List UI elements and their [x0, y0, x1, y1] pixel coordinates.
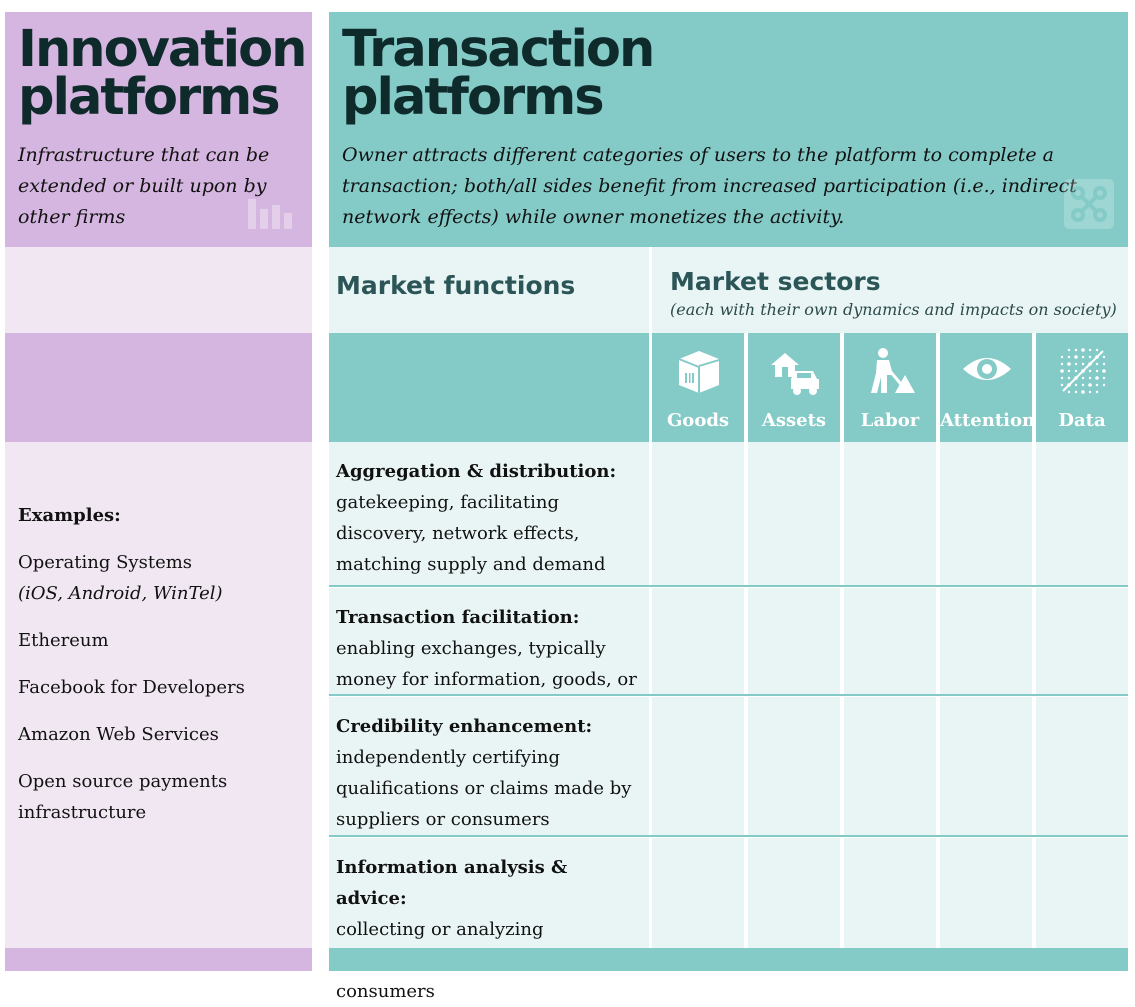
grid-cell [844, 588, 936, 694]
example-item: Ethereum [18, 625, 312, 656]
network-nodes-icon [1064, 179, 1114, 229]
grid-cell [1036, 697, 1128, 835]
grid-cell [844, 442, 936, 585]
example-detail: (iOS, Android, WinTel) [18, 583, 223, 604]
example-item: Operating Systems (iOS, Android, WinTel) [18, 547, 312, 609]
grid-cell [748, 697, 840, 835]
grid-cell [940, 697, 1032, 835]
market-functions-heading: Market functions [336, 271, 576, 300]
grid-cell [940, 838, 1032, 948]
examples-heading: Examples: [18, 505, 121, 526]
sector-labor: Labor [844, 333, 936, 442]
market-sectors-header: Market sectors (each with their own dyna… [652, 247, 1128, 333]
market-function-row: Transaction facilitation: enabling exchan… [329, 588, 649, 721]
eye-icon [963, 358, 1011, 380]
sector-label: Labor [860, 410, 920, 431]
innovation-header: Innovation platforms Infrastructure that… [5, 12, 312, 247]
example-name: Facebook for Developers [18, 677, 245, 698]
sector-data: Data [1036, 333, 1128, 442]
grid-cell [940, 588, 1032, 694]
row-divider [329, 585, 1128, 587]
row-divider [329, 694, 1128, 696]
market-function-title: Information analysis & advice: [336, 857, 568, 909]
grid-cell [748, 588, 840, 694]
transaction-header: Transaction platforms Owner attracts dif… [329, 12, 1128, 247]
innovation-description: Infrastructure that can be extended or b… [18, 144, 270, 228]
transaction-title: Transaction platforms [342, 24, 655, 123]
market-function-description: gatekeeping, facilitating discovery, net… [336, 492, 606, 575]
market-function-row: Information analysis & advice: collecting… [329, 838, 649, 1002]
innovation-title: Innovation platforms [18, 24, 307, 123]
transaction-title-line2: platforms [342, 68, 605, 127]
market-sectors-subheading: (each with their own dynamics and impact… [670, 300, 1117, 319]
sector-label: Assets [761, 410, 827, 431]
examples-list: Operating Systems (iOS, Android, WinTel) E… [18, 547, 312, 828]
grid-cell [940, 442, 1032, 585]
market-function-title: Aggregation & distribution: [336, 461, 617, 482]
example-name: Open source payments infrastructure [18, 771, 228, 823]
sector-attention: Attention [940, 333, 1036, 442]
innovation-title-line2: platforms [18, 68, 281, 127]
grid-cell [844, 838, 936, 948]
sector-label: Data [1058, 410, 1106, 431]
grid-cell [652, 838, 744, 948]
transaction-description: Owner attracts different categories of u… [342, 144, 1077, 228]
examples-panel: Examples: Operating Systems (iOS, Android… [5, 442, 312, 948]
example-item: Amazon Web Services [18, 719, 312, 750]
sector-label: Goods [666, 410, 730, 431]
sector-goods: Goods [652, 333, 744, 442]
transaction-footer [329, 948, 1128, 971]
market-functions-header: Market functions [329, 247, 649, 333]
grid-cell [844, 697, 936, 835]
market-function-description: independently certifying qualifications … [336, 747, 632, 830]
grid-cell [1036, 588, 1128, 694]
worker-shovel-icon [871, 348, 915, 393]
innovation-band [5, 333, 312, 442]
sector-assets: Assets [748, 333, 840, 442]
box-icon [678, 351, 719, 393]
transaction-title-line1: Transaction [342, 20, 655, 79]
market-function-title: Credibility enhancement: [336, 716, 593, 737]
innovation-title-line1: Innovation [18, 20, 307, 79]
market-sectors-heading: Market sectors [670, 267, 881, 296]
grid-cell [1036, 442, 1128, 585]
grid-cell [748, 442, 840, 585]
market-function-row: Aggregation & distribution: gatekeeping, … [329, 442, 649, 585]
grid-cell [1036, 838, 1128, 948]
example-item: Open source payments infrastructure [18, 766, 312, 828]
market-function-row: Credibility enhancement: independently ce… [329, 697, 649, 835]
functions-column-band [329, 333, 649, 442]
example-name: Amazon Web Services [18, 724, 219, 745]
grid-cell [748, 838, 840, 948]
market-function-title: Transaction facilitation: [336, 607, 580, 628]
bar-chart-icon [248, 199, 292, 229]
example-name: Ethereum [18, 630, 109, 651]
example-item: Facebook for Developers [18, 672, 312, 703]
grid-cell [652, 697, 744, 835]
example-name: Operating Systems [18, 552, 193, 573]
sector-label: Attention [940, 410, 1036, 431]
grid-cell [652, 442, 744, 585]
row-divider [329, 835, 1128, 837]
house-car-icon [771, 353, 819, 395]
innovation-footer [5, 948, 312, 971]
innovation-spacer [5, 247, 312, 333]
data-dots-icon [1060, 348, 1106, 394]
grid-cell [652, 588, 744, 694]
